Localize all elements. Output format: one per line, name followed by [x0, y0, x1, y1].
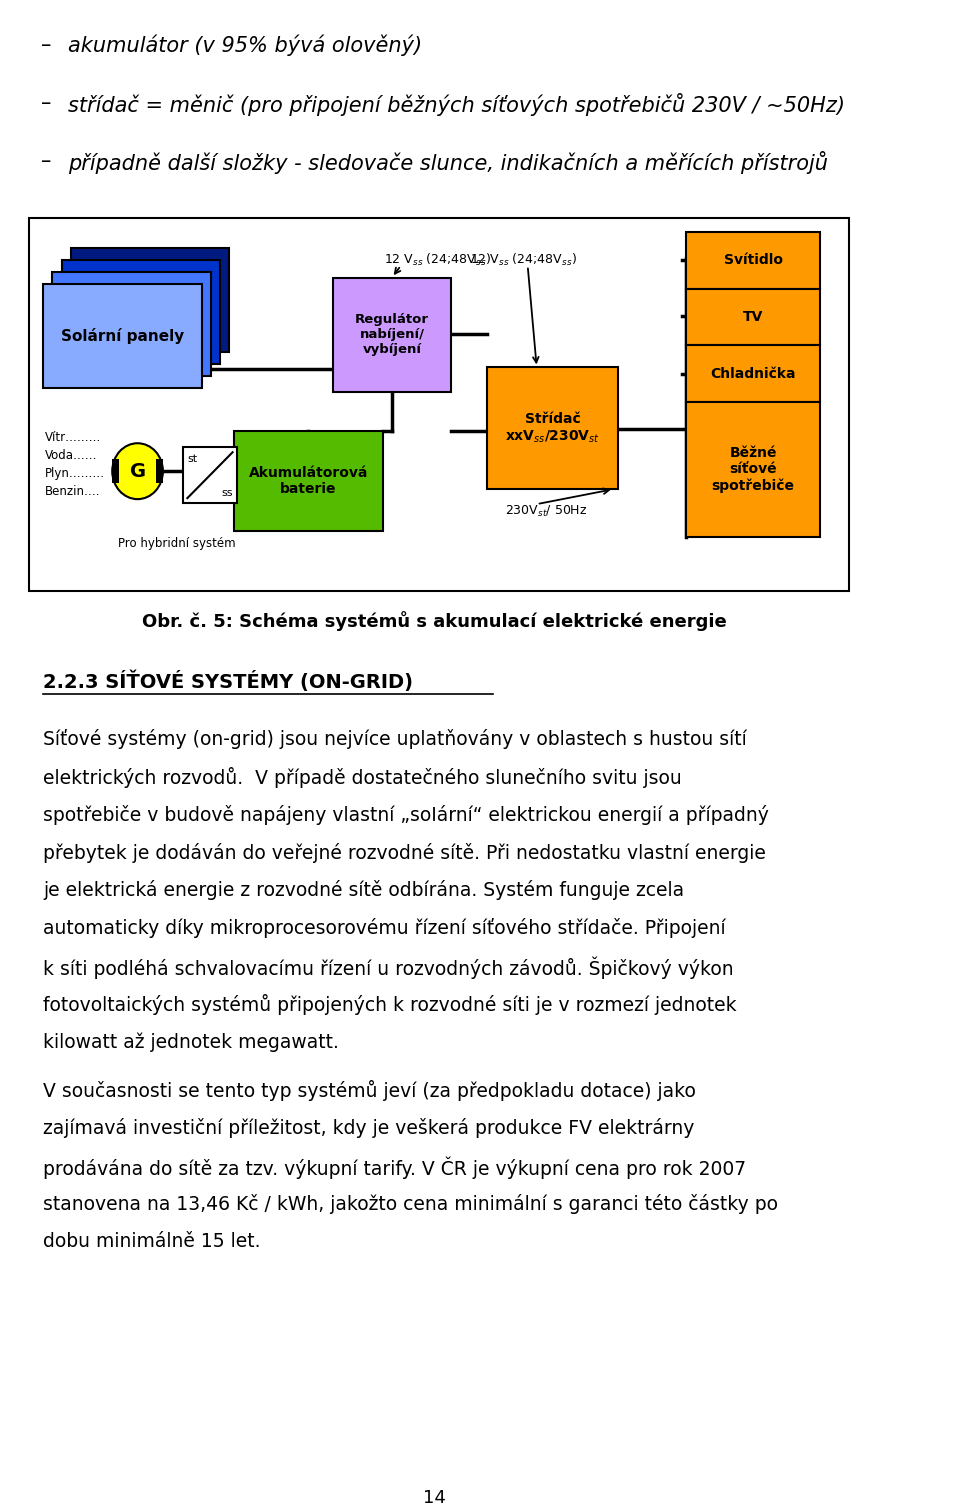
Text: Chladnička: Chladnička — [710, 367, 796, 381]
Bar — [233, 431, 383, 531]
Text: střídač = měnič (pro připojení běžných síťových spotřebičů 230V / ~50Hz): střídač = měnič (pro připojení běžných s… — [68, 92, 845, 116]
Circle shape — [112, 443, 163, 499]
Bar — [686, 345, 820, 402]
Text: Běžné
síťové
spotřebiče: Běžné síťové spotřebiče — [711, 446, 795, 493]
Text: zajímavá investiční příležitost, kdy je veškerá produkce FV elektrárny: zajímavá investiční příležitost, kdy je … — [43, 1117, 695, 1139]
Text: 2.2.3 SÍŤOVÉ SYSTÉMY (ON-GRID): 2.2.3 SÍŤOVÉ SYSTÉMY (ON-GRID) — [43, 671, 414, 692]
Text: automaticky díky mikroprocesorovému řízení síťového střídače. Připojení: automaticky díky mikroprocesorovému říze… — [43, 918, 726, 939]
Bar — [112, 460, 119, 484]
Bar — [156, 460, 163, 484]
Text: je elektrická energie z rozvodné sítě odbírána. Systém funguje zcela: je elektrická energie z rozvodné sítě od… — [43, 880, 684, 901]
Text: Síťové systémy (on-grid) jsou nejvíce uplatňovány v oblastech s hustou sítí: Síťové systémy (on-grid) jsou nejvíce up… — [43, 729, 747, 748]
Text: st: st — [187, 454, 198, 464]
Bar — [333, 278, 451, 392]
Text: 230V$_{st}$/ 50Hz: 230V$_{st}$/ 50Hz — [505, 503, 588, 519]
Text: Obr. č. 5: Schéma systémů s akumulací elektrické energie: Obr. č. 5: Schéma systémů s akumulací el… — [142, 611, 727, 631]
Text: spotřebiče v budově napájeny vlastní „soIární“ elektrickou energií a případný: spotřebiče v budově napájeny vlastní „so… — [43, 804, 769, 824]
Text: Vítr………
Voda……
Plyn………
Benzin….: Vítr……… Voda…… Plyn……… Benzin…. — [45, 431, 106, 499]
Text: 12 V$_{ss}$ (24;48V$_{ss}$): 12 V$_{ss}$ (24;48V$_{ss}$) — [469, 251, 577, 268]
Text: prodávána do sítě za tzv. výkupní tarify. V ČR je výkupní cena pro rok 2007: prodávána do sítě za tzv. výkupní tarify… — [43, 1157, 747, 1178]
Text: –: – — [40, 92, 51, 113]
Text: stanovena na 13,46 Kč / kWh, jakožto cena minimální s garanci této částky po: stanovena na 13,46 Kč / kWh, jakožto cen… — [43, 1194, 779, 1214]
Bar — [686, 231, 820, 289]
Bar — [182, 448, 237, 503]
Bar — [43, 284, 202, 389]
Text: elektrických rozvodů.  V případě dostatečného slunečního svitu jsou: elektrických rozvodů. V případě dostateč… — [43, 767, 683, 788]
Text: k síti podléhá schvalovacímu řízení u rozvodných závodů. Špičkový výkon: k síti podléhá schvalovacímu řízení u ro… — [43, 957, 734, 978]
Text: Solární panely: Solární panely — [61, 328, 184, 343]
Text: Pro hybridní systém: Pro hybridní systém — [118, 537, 235, 550]
Text: dobu minimálně 15 let.: dobu minimálně 15 let. — [43, 1232, 261, 1250]
Text: –: – — [40, 151, 51, 171]
Text: Střídač
xxV$_{ss}$/230V$_{st}$: Střídač xxV$_{ss}$/230V$_{st}$ — [505, 411, 600, 445]
Text: akumulátor (v 95% bývá olověný): akumulátor (v 95% bývá olověný) — [68, 35, 422, 56]
Text: 14: 14 — [423, 1489, 445, 1507]
Text: TV: TV — [743, 310, 763, 324]
Bar — [686, 402, 820, 537]
Bar — [686, 289, 820, 345]
Text: 12 V$_{ss}$ (24;48V$_{ss}$): 12 V$_{ss}$ (24;48V$_{ss}$) — [384, 251, 491, 268]
Text: Akumulátorová
baterie: Akumulátorová baterie — [249, 466, 368, 496]
Text: kilowatt až jednotek megawatt.: kilowatt až jednotek megawatt. — [43, 1033, 339, 1052]
Bar — [487, 367, 618, 490]
Bar — [71, 248, 229, 352]
Text: –: – — [40, 35, 51, 54]
Bar — [29, 218, 849, 591]
Text: G: G — [130, 461, 146, 481]
Text: Regulátor
nabíjení/
vybíjení: Regulátor nabíjení/ vybíjení — [355, 313, 429, 357]
Text: přebytek je dodáván do veřejné rozvodné sítě. Při nedostatku vlastní energie: přebytek je dodáván do veřejné rozvodné … — [43, 842, 766, 862]
Text: ss: ss — [221, 488, 232, 497]
Bar — [53, 272, 211, 376]
Text: fotovoltaických systémů připojených k rozvodné síti je v rozmezí jednotek: fotovoltaických systémů připojených k ro… — [43, 995, 737, 1015]
Text: V současnosti se tento typ systémů jeví (za předpokladu dotace) jako: V současnosti se tento typ systémů jeví … — [43, 1080, 696, 1101]
Bar — [61, 260, 220, 364]
Text: případně další složky - sledovače slunce, indikačních a měřících přístrojů: případně další složky - sledovače slunce… — [68, 151, 828, 174]
Text: Svítidlo: Svítidlo — [724, 253, 782, 268]
